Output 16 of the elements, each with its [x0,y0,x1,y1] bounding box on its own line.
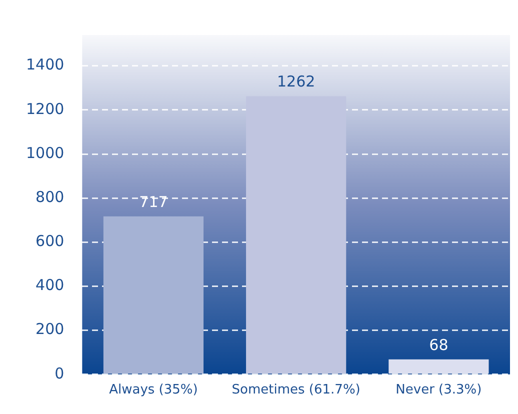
bar [246,96,346,374]
y-tick-label: 0 [54,364,64,382]
y-tick-label: 800 [36,188,64,206]
x-tick-label: Sometimes (61.7%) [232,382,360,398]
bar [103,216,204,374]
y-tick-label: 1400 [26,56,64,74]
data-label: 1262 [276,72,316,91]
y-tick-label: 1200 [26,100,64,118]
y-tick-label: 200 [36,320,64,338]
bar [388,359,489,374]
y-tick-label: 600 [36,232,64,250]
x-tick-label: Never (3.3%) [396,382,482,398]
y-tick-label: 400 [36,276,64,294]
x-tick-label: Always (35%) [109,382,198,398]
data-label: 68 [429,336,448,354]
y-tick-label: 1000 [26,144,64,162]
